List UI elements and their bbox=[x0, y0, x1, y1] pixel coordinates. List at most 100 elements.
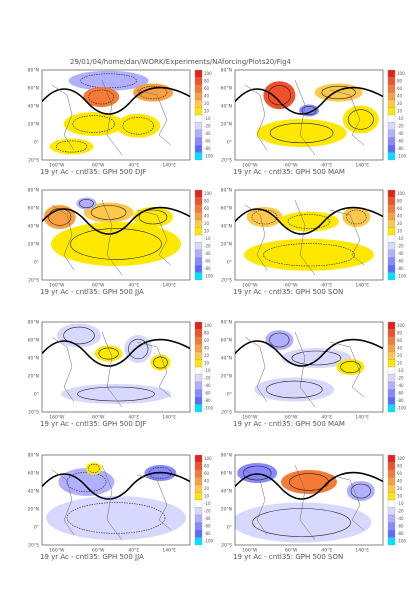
lat-label: 0° bbox=[34, 140, 39, 146]
lat-label: 0° bbox=[227, 260, 232, 266]
lat-label: 40°N bbox=[28, 224, 39, 230]
lon-label: 140°E bbox=[162, 415, 176, 421]
lon-label: 40°E bbox=[128, 415, 139, 421]
lat-label: 60°N bbox=[221, 471, 232, 477]
contour bbox=[350, 483, 371, 499]
colorbar-box bbox=[387, 351, 396, 360]
colorbar-label: 80 bbox=[397, 463, 403, 468]
colorbar-label: 80 bbox=[204, 330, 210, 335]
colorbar-label: 80 bbox=[204, 463, 210, 468]
colorbar-box bbox=[194, 492, 203, 501]
contour bbox=[340, 361, 361, 373]
colorbar-box bbox=[387, 359, 396, 368]
colorbar-label: -20 bbox=[397, 243, 404, 248]
colorbar-box bbox=[387, 329, 396, 338]
colorbar-box bbox=[194, 219, 203, 228]
colorbar-box bbox=[387, 129, 396, 138]
lon-label: 40°E bbox=[128, 548, 139, 554]
colorbar-box bbox=[387, 321, 396, 330]
colorbar-box bbox=[387, 137, 396, 146]
lat-label: 60°N bbox=[28, 86, 39, 92]
colorbar-label: -40 bbox=[204, 131, 211, 136]
contour bbox=[291, 350, 342, 366]
lon-label: 160°W bbox=[49, 415, 65, 421]
figure-header: 29/01/04/home/dan/WORK/Experiments/NAfor… bbox=[70, 58, 292, 66]
colorbar-box bbox=[194, 264, 203, 273]
colorbar-box bbox=[194, 404, 203, 413]
colorbar-box bbox=[194, 227, 203, 236]
colorbar-label: 20 bbox=[397, 221, 403, 226]
map-panel: 80°N 60°N 40°N 20°N 0° 20°S 160°W 60°W 40°E 140°E… bbox=[221, 68, 407, 177]
map-frame bbox=[234, 321, 384, 413]
colorbar-box bbox=[194, 204, 203, 213]
colorbar-label: -100 bbox=[397, 405, 407, 410]
contour bbox=[252, 508, 351, 537]
colorbar-box bbox=[387, 469, 396, 478]
colorbar-box bbox=[387, 92, 396, 101]
colorbar-label: -20 bbox=[397, 375, 404, 380]
colorbar-label: -80 bbox=[204, 266, 211, 271]
colorbar-box bbox=[194, 249, 203, 258]
map-panel: 80°N 60°N 40°N 20°N 0° 20°S 160°W 60°W 40°E 140°E… bbox=[28, 68, 214, 177]
lon-label: 60°W bbox=[285, 415, 298, 421]
colorbar-box bbox=[194, 329, 203, 338]
lat-label: 20°N bbox=[221, 122, 232, 128]
bold-contour bbox=[42, 86, 190, 115]
coastline bbox=[244, 464, 365, 541]
colorbar-box bbox=[194, 514, 203, 523]
lat-label: 40°N bbox=[28, 356, 39, 362]
colorbar-box bbox=[194, 344, 203, 353]
colorbar-box bbox=[194, 152, 203, 161]
colorbar-box bbox=[387, 152, 396, 161]
contour bbox=[265, 380, 323, 399]
colorbar-box bbox=[387, 197, 396, 206]
lat-label: 60°N bbox=[28, 471, 39, 477]
colorbar-label: -10 bbox=[204, 236, 211, 241]
lon-label: 60°W bbox=[92, 415, 105, 421]
colorbar-label: -60 bbox=[204, 523, 211, 528]
colorbar-label: -60 bbox=[397, 138, 404, 143]
lat-label: 20°S bbox=[221, 410, 232, 416]
lon-label: 140°E bbox=[162, 283, 176, 289]
colorbar-box bbox=[194, 529, 203, 538]
colorbar-label: 80 bbox=[204, 198, 210, 203]
colorbar-box bbox=[194, 469, 203, 478]
colorbar-box bbox=[194, 272, 203, 281]
lat-label: 40°N bbox=[221, 104, 232, 110]
contour bbox=[66, 502, 166, 534]
lat-label: 0° bbox=[34, 392, 39, 398]
colorbar-box bbox=[387, 249, 396, 258]
colorbar-box bbox=[194, 197, 203, 206]
contour bbox=[346, 209, 367, 225]
lat-label: 0° bbox=[34, 525, 39, 531]
contour bbox=[66, 471, 107, 493]
colorbar-label: -100 bbox=[397, 538, 407, 543]
coastline bbox=[51, 464, 172, 541]
colorbar-label: 60 bbox=[204, 471, 210, 476]
colorbar-box bbox=[194, 537, 203, 546]
contour bbox=[267, 85, 291, 106]
bold-contour bbox=[42, 206, 190, 235]
colorbar-label: -60 bbox=[204, 138, 211, 143]
contour bbox=[269, 332, 290, 348]
map-panel: 80°N 60°N 40°N 20°N 0° 20°S 160°W 60°W 40°E 140°E… bbox=[221, 453, 407, 562]
colorbar-box bbox=[387, 404, 396, 413]
map-field bbox=[42, 455, 190, 545]
contour bbox=[77, 386, 155, 402]
colorbar-label: -100 bbox=[204, 153, 214, 158]
lat-label: 20°S bbox=[28, 543, 39, 549]
contour bbox=[148, 467, 172, 479]
colorbar-label: 100 bbox=[204, 71, 212, 76]
colorbar-box bbox=[387, 374, 396, 383]
colorbar-label: 60 bbox=[204, 86, 210, 91]
colorbar-box bbox=[194, 366, 203, 375]
bold-contour bbox=[42, 471, 190, 500]
colorbar-label: 40 bbox=[397, 478, 403, 483]
colorbar-box bbox=[194, 257, 203, 266]
colorbar-box bbox=[387, 114, 396, 123]
colorbar-label: -10 bbox=[204, 501, 211, 506]
colorbar-label: 80 bbox=[397, 198, 403, 203]
colorbar-label: 100 bbox=[204, 191, 212, 196]
colorbar-box bbox=[387, 499, 396, 508]
lon-label: 140°E bbox=[355, 283, 369, 289]
